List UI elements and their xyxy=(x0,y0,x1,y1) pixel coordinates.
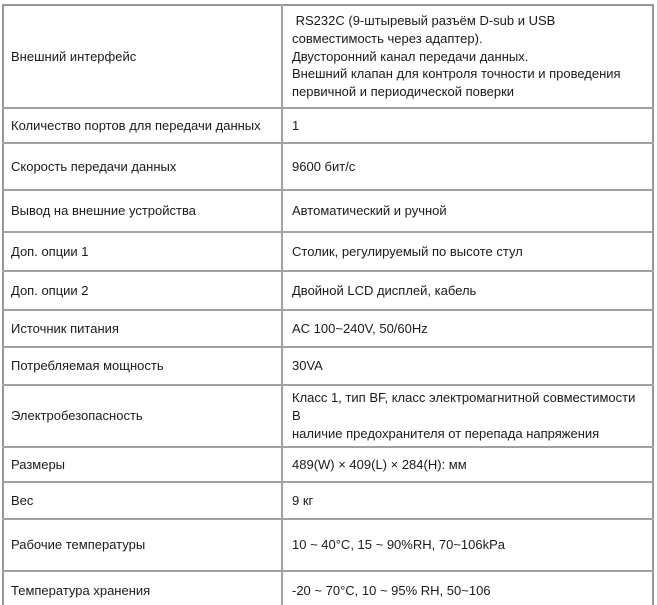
table-row: Вес 9 кг xyxy=(2,481,654,520)
spec-param: Источник питания xyxy=(2,309,283,348)
table-row: Скорость передачи данных 9600 бит/с xyxy=(2,142,654,191)
spec-param: Скорость передачи данных xyxy=(2,142,283,191)
spec-value: 9 кг xyxy=(281,481,654,520)
spec-param: Доп. опции 2 xyxy=(2,270,283,311)
table-row: Температура хранения -20 ~ 70°C, 10 ~ 95… xyxy=(2,570,654,605)
spec-param: Внешний интерфейс xyxy=(2,4,283,109)
spec-param: Рабочие температуры xyxy=(2,518,283,572)
table-row: Размеры 489(W) × 409(L) × 284(H): мм xyxy=(2,446,654,483)
table-row: Потребляемая мощность 30VA xyxy=(2,346,654,386)
table-row: Доп. опции 1 Столик, регулируемый по выс… xyxy=(2,231,654,272)
spec-value: Класс 1, тип BF, класс электромагнитной … xyxy=(281,384,654,448)
spec-value: Столик, регулируемый по высоте стул xyxy=(281,231,654,272)
spec-value: Двойной LCD дисплей, кабель xyxy=(281,270,654,311)
specification-table: Внешний интерфейс RS232C (9-штыревый раз… xyxy=(2,4,654,605)
spec-param: Вывод на внешние устройства xyxy=(2,189,283,233)
spec-param: Электробезопасность xyxy=(2,384,283,448)
spec-value: 30VA xyxy=(281,346,654,386)
table-row: Рабочие температуры 10 ~ 40°C, 15 ~ 90%R… xyxy=(2,518,654,572)
spec-value: AC 100~240V, 50/60Hz xyxy=(281,309,654,348)
spec-param: Вес xyxy=(2,481,283,520)
spec-value: -20 ~ 70°C, 10 ~ 95% RH, 50~106 xyxy=(281,570,654,605)
spec-value: 489(W) × 409(L) × 284(H): мм xyxy=(281,446,654,483)
table-row: Доп. опции 2 Двойной LCD дисплей, кабель xyxy=(2,270,654,311)
spec-param: Температура хранения xyxy=(2,570,283,605)
spec-param: Доп. опции 1 xyxy=(2,231,283,272)
table-row: Вывод на внешние устройства Автоматическ… xyxy=(2,189,654,233)
spec-value: 9600 бит/с xyxy=(281,142,654,191)
spec-value: 10 ~ 40°C, 15 ~ 90%RH, 70~106kPa xyxy=(281,518,654,572)
table-row: Электробезопасность Класс 1, тип BF, кла… xyxy=(2,384,654,448)
spec-value: RS232C (9-штыревый разъём D-sub и USB со… xyxy=(281,4,654,109)
table-row: Источник питания AC 100~240V, 50/60Hz xyxy=(2,309,654,348)
table-row: Внешний интерфейс RS232C (9-штыревый раз… xyxy=(2,4,654,109)
table-row: Количество портов для передачи данных 1 xyxy=(2,107,654,144)
spec-param: Количество портов для передачи данных xyxy=(2,107,283,144)
spec-param: Размеры xyxy=(2,446,283,483)
spec-value: Автоматический и ручной xyxy=(281,189,654,233)
spec-param: Потребляемая мощность xyxy=(2,346,283,386)
spec-value: 1 xyxy=(281,107,654,144)
